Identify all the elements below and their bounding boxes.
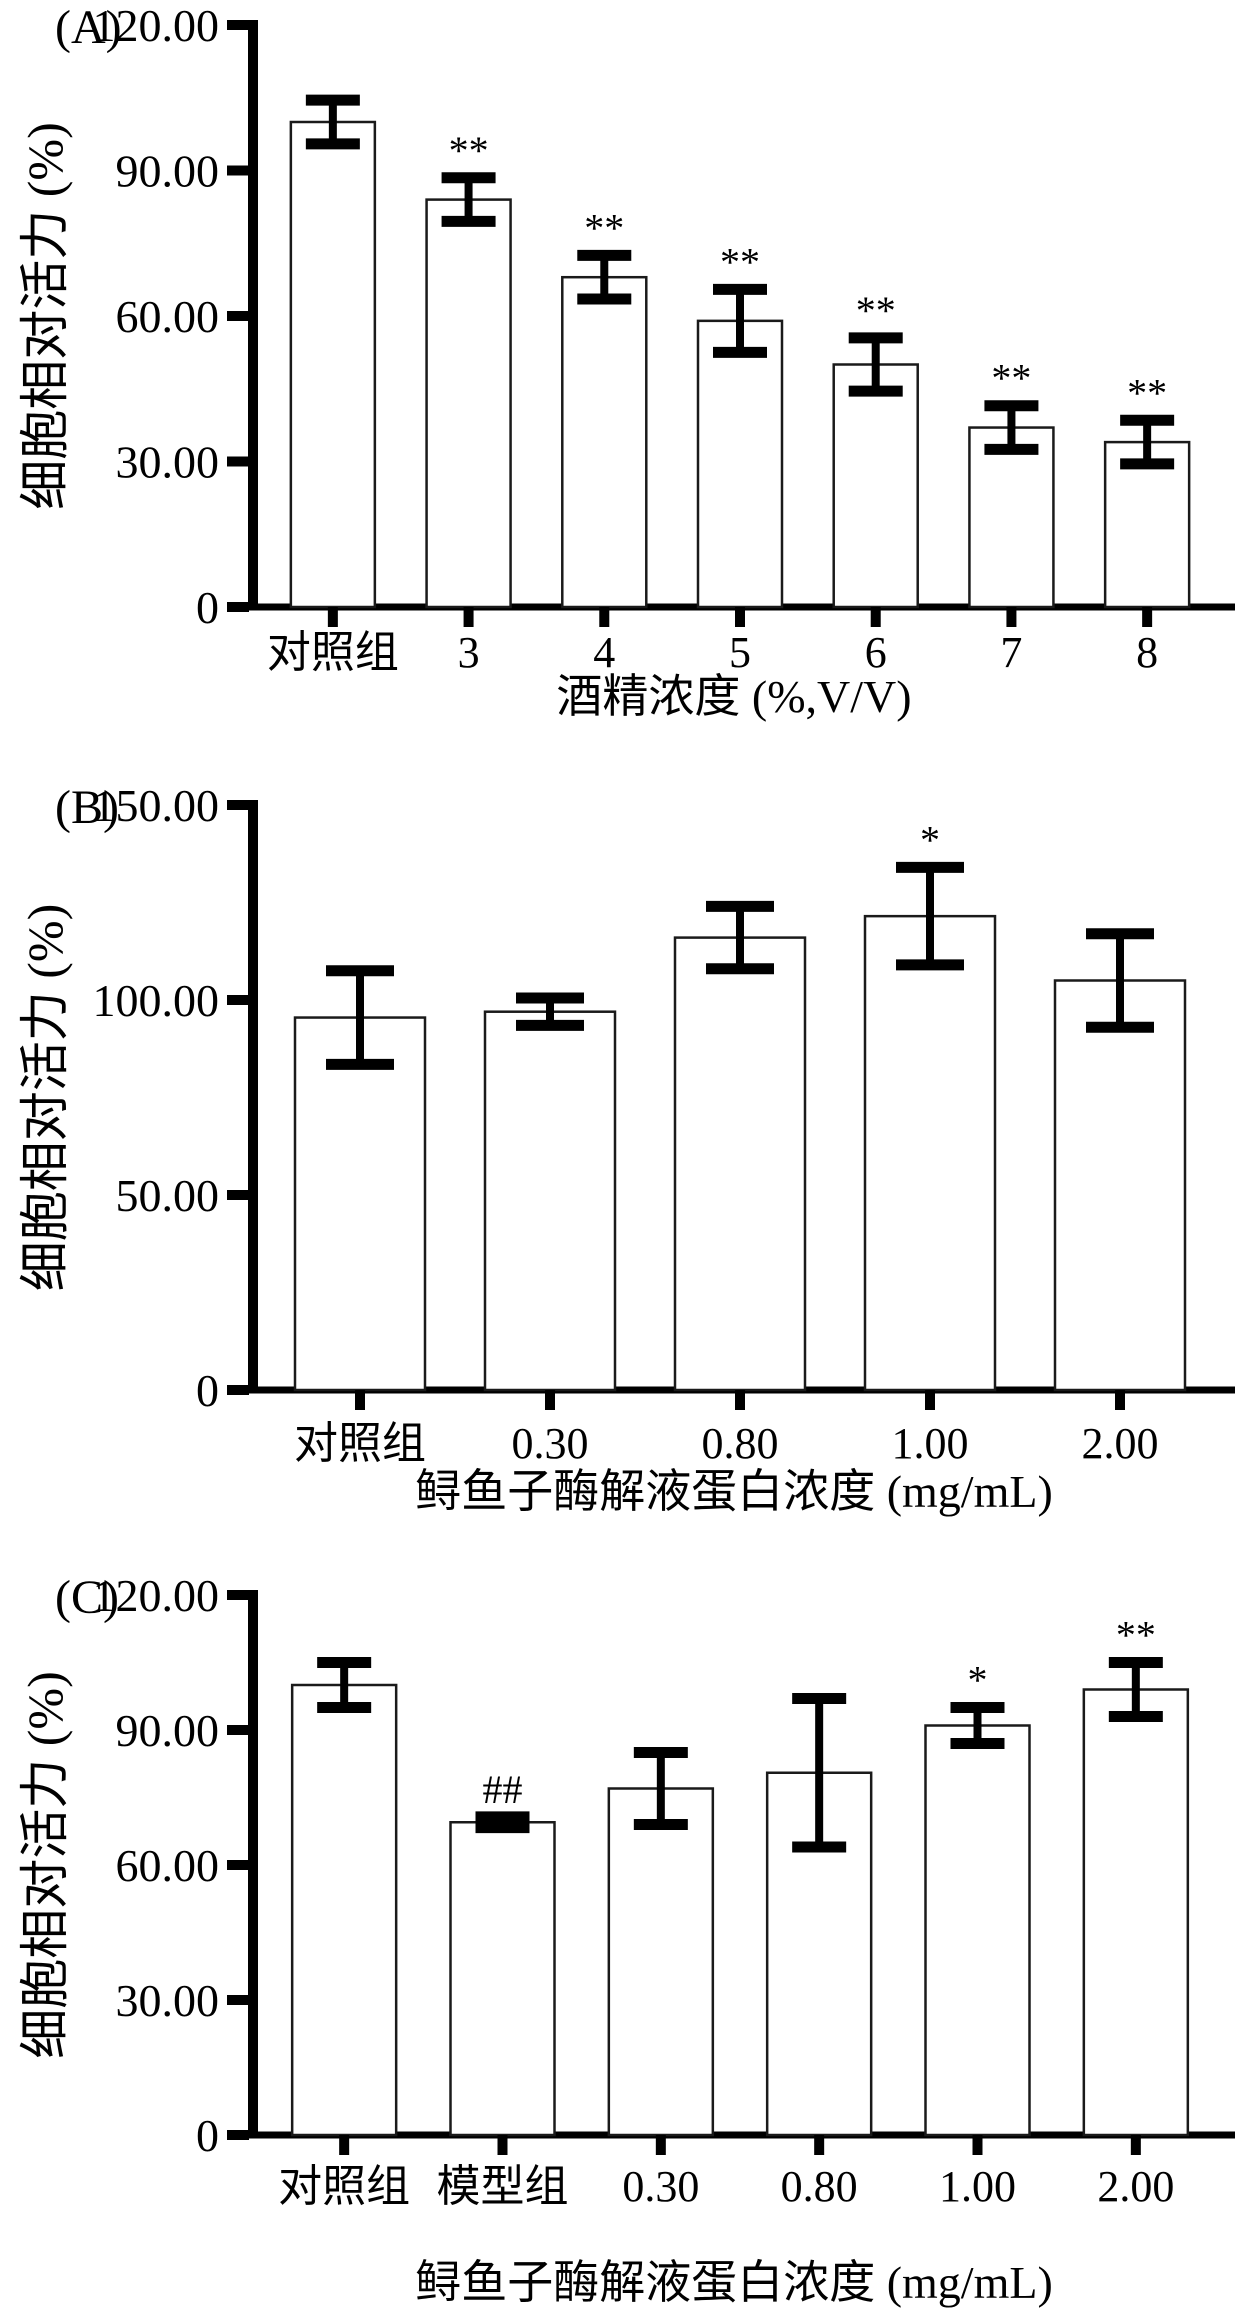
significance-marker: ** [991,356,1031,401]
panel-label: (B) [55,781,119,834]
bar [832,363,919,609]
y-tick-label: 150.00 [93,780,220,831]
bar [1103,440,1191,609]
significance-marker: ## [483,1767,523,1812]
x-tick-label: 0.80 [781,2162,858,2211]
significance-marker: ** [856,288,896,333]
y-tick-label: 90.00 [116,1705,220,1756]
y-tick-label: 60.00 [116,1840,220,1891]
bar [289,120,377,609]
y-tick-label: 60.00 [116,291,220,342]
chart-panel-a: (A) 细胞相对活力 (%) 120.00 90.00 60.00 30.00 0 对照组 **… [0,0,1260,745]
x-tick-label: 1.00 [892,1419,969,1468]
bar [863,914,997,1392]
y-axis-title: 细胞相对活力 (%) [17,904,73,1291]
significance-marker: * [968,1658,988,1703]
bar [449,1821,556,2137]
significance-marker: ** [1116,1613,1156,1658]
bar [290,1683,398,2137]
x-tick-label: 1.00 [939,2162,1016,2211]
y-tick-label: 30.00 [116,437,220,488]
x-axis-title: 鲟鱼子酶解液蛋白浓度 (mg/mL) [415,1466,1053,1517]
x-axis-title: 酒精浓度 (%,V/V) [556,671,911,722]
y-tick-label: 120.00 [93,0,220,51]
significance-marker: ** [720,239,760,284]
x-tick-label: 3 [458,628,480,677]
bar-chart-b: (B) 细胞相对活力 (%) 150.00 100.00 50.00 0 对照组 0.30 0.… [17,780,1235,1517]
y-tick-label: 120.00 [93,1570,220,1621]
bar [696,319,784,609]
x-tick-label: 5 [729,628,751,677]
x-tick-label: 7 [1000,628,1022,677]
bar-chart-a: (A) 细胞相对活力 (%) 120.00 90.00 60.00 30.00 0 对照组 **… [17,0,1235,722]
chart-panel-b: (B) 细胞相对活力 (%) 150.00 100.00 50.00 0 对照组 0.30 0.… [0,745,1260,1550]
panel-label: (A) [55,1,122,54]
bar [1082,1688,1190,2137]
x-tick-label: 0.30 [622,2162,699,2211]
x-tick-label: 对照组 [278,2162,410,2211]
significance-marker: * [920,817,940,862]
y-tick-label: 90.00 [116,146,220,197]
y-axis-title: 细胞相对活力 (%) [17,1671,73,2058]
x-tick-label: 0.30 [512,1419,589,1468]
x-tick-label: 对照组 [294,1419,426,1468]
x-tick-label: 2.00 [1097,2162,1174,2211]
chart-panel-c: (C) 细胞相对活力 (%) 120.00 90.00 60.00 30.00 0 对照组 ##… [0,1550,1260,2322]
x-tick-label: 模型组 [437,2162,569,2211]
bar [561,275,648,609]
bar [673,936,807,1392]
y-tick-label: 30.00 [116,1975,220,2026]
y-tick-label: 0 [196,1365,219,1416]
x-tick-label: 8 [1136,628,1158,677]
y-tick-label: 0 [196,2110,219,2161]
x-axis-title: 鲟鱼子酶解液蛋白浓度 (mg/mL) [415,2257,1053,2308]
bar [607,1787,715,2137]
bar [1053,979,1187,1392]
bar [425,198,512,609]
y-tick-label: 100.00 [93,975,220,1026]
significance-marker: ** [584,205,624,250]
bar-chart-c: (C) 细胞相对活力 (%) 120.00 90.00 60.00 30.00 0 对照组 ##… [17,1570,1235,2308]
x-tick-label: 2.00 [1082,1419,1159,1468]
x-tick-label: 0.80 [702,1419,779,1468]
bar [483,1010,617,1392]
bar [924,1724,1031,2137]
y-tick-label: 0 [196,582,219,633]
panel-label: (C) [55,1571,119,1624]
significance-marker: ** [449,128,489,173]
y-tick-label: 50.00 [116,1170,220,1221]
bar [293,1016,427,1392]
bar [968,426,1055,609]
significance-marker: ** [1127,370,1167,415]
x-tick-label: 4 [593,628,615,677]
x-tick-label: 对照组 [267,628,399,677]
y-axis-title: 细胞相对活力 (%) [17,122,73,509]
x-tick-label: 6 [865,628,887,677]
